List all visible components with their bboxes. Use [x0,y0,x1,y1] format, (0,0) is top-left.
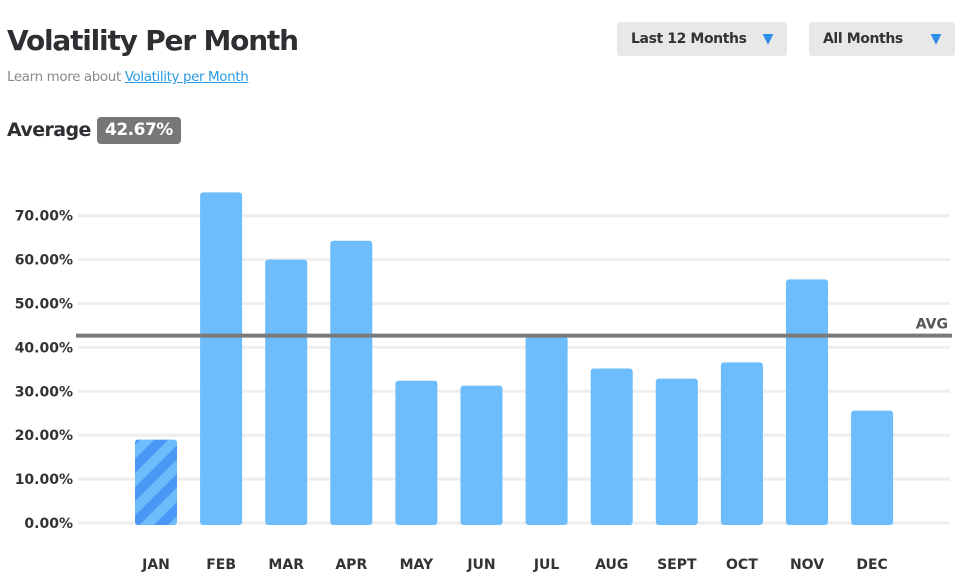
y-tick-label: 10.00% [15,472,73,488]
y-tick-label: 20.00% [15,428,73,444]
x-tick-label: DEC [856,557,887,573]
triangle-down-icon: ▼ [762,31,774,47]
y-tick-label: 60.00% [15,253,73,269]
x-tick-label: NOV [790,557,824,573]
bar-jun [460,385,503,525]
bar-may [395,380,438,525]
x-tick-label: JUN [466,557,495,573]
x-tick-label: FEB [206,557,236,573]
x-tick-label: MAR [268,557,304,573]
triangle-down-icon: ▼ [930,31,942,47]
bar-jul [525,336,568,525]
period-dropdown[interactable]: Last 12 Months ▼ [617,22,787,56]
learn-more-link[interactable]: Volatility per Month [124,69,249,85]
average-badge: 42.67% [97,117,181,144]
bar-nov [786,279,828,525]
months-dropdown-value: All Months [823,31,903,47]
bar-sept [655,378,698,525]
bar-oct [720,362,763,525]
bar-feb [200,192,243,526]
bar-dec [851,410,894,525]
average-label: Average [7,119,91,141]
bar-mar [265,259,308,525]
period-dropdown-value: Last 12 Months [631,31,747,47]
bar-apr [330,240,373,525]
subtitle: Learn more about Volatility per Month [7,69,249,85]
x-tick-label: APR [335,557,367,573]
months-dropdown[interactable]: All Months ▼ [809,22,955,56]
page-title: Volatility Per Month [7,24,299,57]
x-tick-label: JUL [533,557,560,573]
y-tick-label: 40.00% [15,340,73,356]
y-tick-label: 30.00% [15,384,73,400]
average-line-label: AVG [916,317,948,333]
bar-jan [135,439,177,525]
subtitle-text: Learn more about [7,69,121,85]
x-tick-label: MAY [400,557,434,573]
x-tick-label: AUG [595,557,628,573]
x-tick-label: SEPT [657,557,697,573]
bar-aug [590,368,633,525]
y-tick-label: 0.00% [24,516,73,532]
y-tick-label: 50.00% [15,297,73,313]
x-tick-label: JAN [141,557,170,573]
x-tick-label: OCT [726,557,758,573]
y-tick-label: 70.00% [15,209,73,225]
